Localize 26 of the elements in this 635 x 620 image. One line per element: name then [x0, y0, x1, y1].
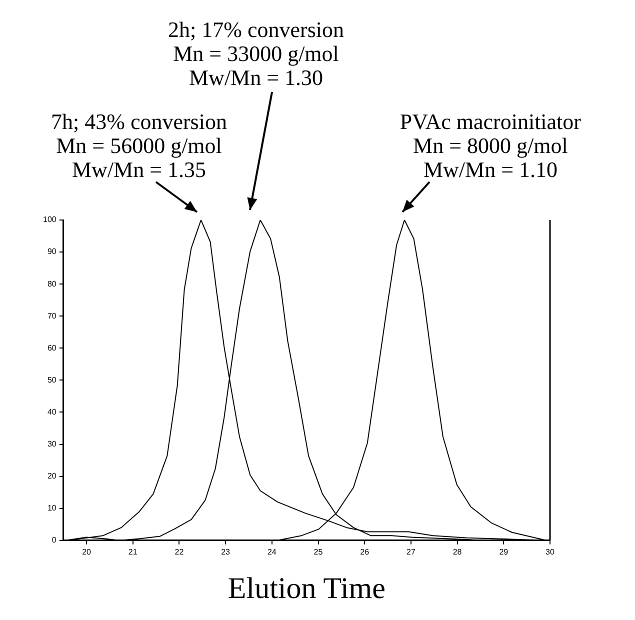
y-tick-label: 50	[47, 375, 57, 384]
y-tick-label: 70	[47, 311, 57, 320]
x-tick-label: 28	[452, 547, 462, 556]
y-tick-label: 60	[47, 343, 57, 352]
text: 2h; 17% conversion Mn = 33000 g/mol Mw/Mn = 1.30	[168, 16, 344, 90]
x-tick-label: 24	[267, 547, 277, 556]
x-tick-label: 27	[406, 547, 416, 556]
y-tick-label: 10	[47, 504, 57, 513]
x-tick-label: 21	[128, 547, 138, 556]
x-axis-title: Elution Time	[228, 572, 386, 605]
y-tick-label: 90	[47, 247, 57, 256]
y-tick-label: 0	[52, 536, 57, 545]
y-tick-label: 40	[47, 407, 57, 416]
x-tick-label: 22	[174, 547, 184, 556]
y-tick-label: 20	[47, 472, 57, 481]
annotation: 7h; 43% conversion Mn = 56000 g/mol Mw/Mn = 1.35	[51, 108, 227, 182]
x-tick-label: 25	[314, 547, 324, 556]
x-tick-label: 20	[82, 547, 92, 556]
x-tick-label: 29	[499, 547, 509, 556]
x-tick-label: 26	[360, 547, 370, 556]
y-tick-label: 100	[42, 215, 57, 224]
x-tick-label: 23	[221, 547, 231, 556]
annotation: PVAc macroinitiator Mn = 8000 g/mol Mw/Mn = 1.10	[400, 108, 582, 182]
y-tick-label: 30	[47, 439, 57, 448]
x-tick-label: 30	[546, 547, 555, 556]
y-tick-label: 80	[47, 279, 57, 288]
